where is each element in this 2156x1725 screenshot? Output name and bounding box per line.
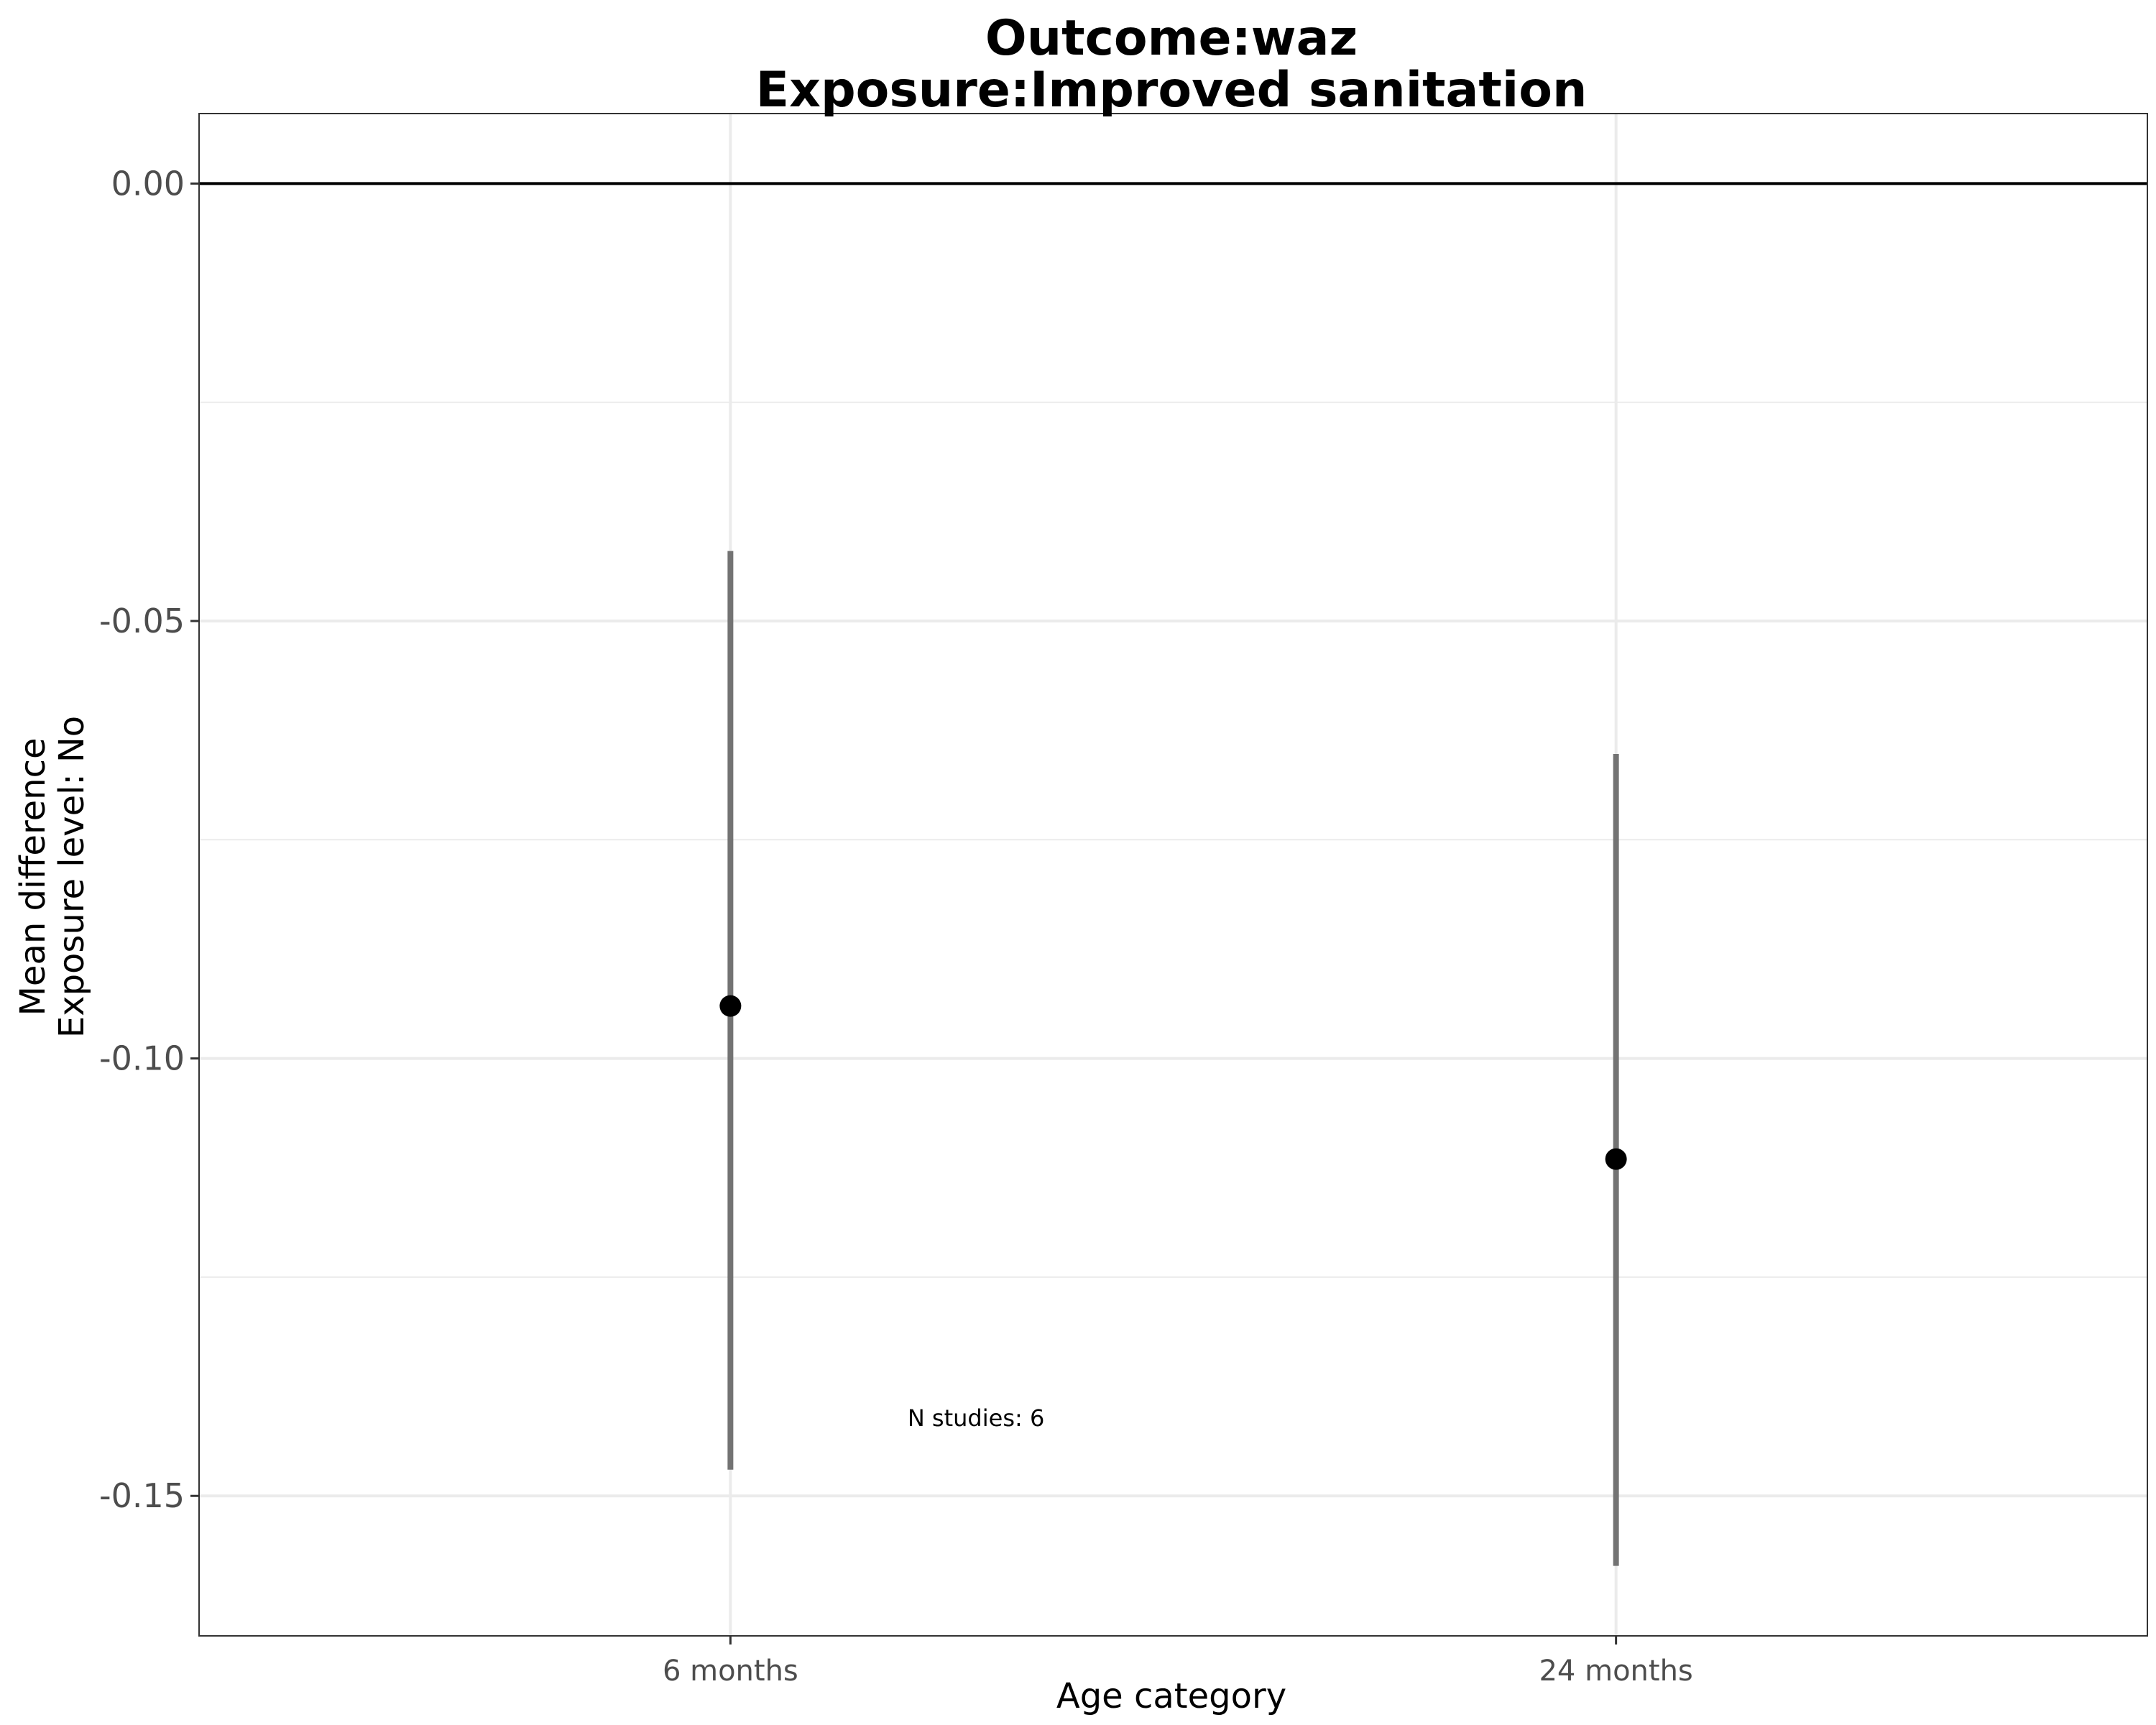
grid-layer <box>199 114 2147 1636</box>
x-axis-ticks: 6 months 24 months <box>663 1636 1693 1688</box>
point-estimate-2 <box>1605 1148 1627 1170</box>
y-axis-title: Mean difference Exposure level: No <box>13 716 92 1038</box>
x-tick-label: 6 months <box>663 1655 798 1688</box>
y-tick-label: -0.05 <box>99 602 185 640</box>
point-estimate-1 <box>719 995 742 1017</box>
x-tick-label: 24 months <box>1539 1655 1692 1688</box>
y-axis-ticks: 0.00 -0.05 -0.10 -0.15 <box>99 164 199 1515</box>
chart-subtitle: Exposure:Improved sanitation <box>756 62 1588 119</box>
y-tick-label: 0.00 <box>111 164 185 203</box>
points-layer <box>719 995 1627 1170</box>
y-axis-title-line-2: Exposure level: No <box>52 716 92 1038</box>
chart-title: Outcome:waz <box>985 10 1358 67</box>
annotation-n-studies: N studies: 6 <box>908 1404 1044 1432</box>
x-axis-title: Age category <box>1056 1676 1286 1716</box>
annotation-layer: N studies: 6 <box>908 1404 1044 1432</box>
y-tick-label: -0.10 <box>99 1039 185 1078</box>
y-tick-label: -0.15 <box>99 1476 185 1515</box>
panel-border <box>198 113 2148 1637</box>
y-axis-title-line-1: Mean difference <box>13 738 53 1016</box>
